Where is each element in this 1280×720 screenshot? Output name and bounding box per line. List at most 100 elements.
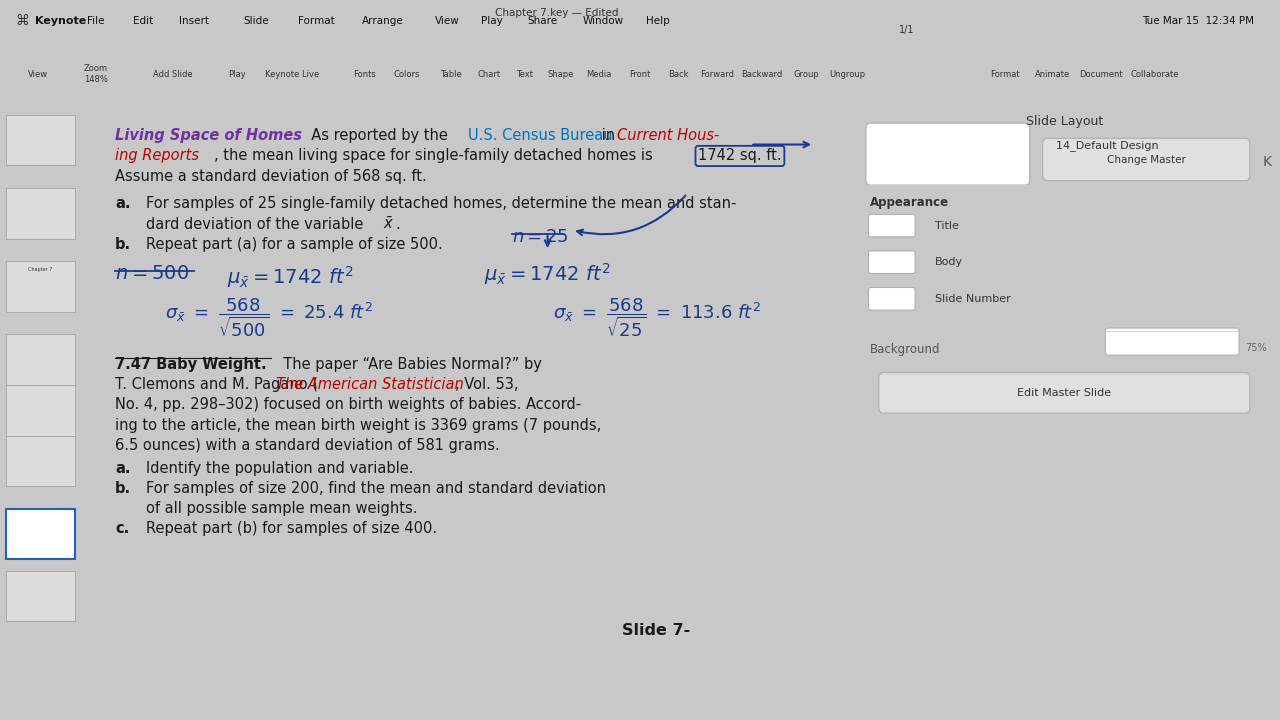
Text: , the mean living space for single-family detached homes is: , the mean living space for single-famil… bbox=[214, 148, 653, 163]
Text: T. Clemons and M. Pagano (: T. Clemons and M. Pagano ( bbox=[115, 377, 319, 392]
Text: For samples of size 200, find the mean and standard deviation: For samples of size 200, find the mean a… bbox=[146, 481, 605, 495]
Text: Play: Play bbox=[481, 16, 503, 26]
Text: Chapter 7.key — Edited: Chapter 7.key — Edited bbox=[495, 8, 618, 18]
Text: Group: Group bbox=[794, 70, 819, 78]
Text: a.: a. bbox=[115, 197, 131, 212]
Text: Colors: Colors bbox=[394, 70, 420, 78]
Text: , Vol. 53,: , Vol. 53, bbox=[456, 377, 518, 392]
Text: ing to the article, the mean birth weight is 3369 grams (7 pounds,: ing to the article, the mean birth weigh… bbox=[115, 418, 602, 433]
Text: Format: Format bbox=[989, 70, 1020, 78]
Text: Chart: Chart bbox=[477, 70, 500, 78]
Text: Add Slide: Add Slide bbox=[154, 70, 192, 78]
Text: Collaborate: Collaborate bbox=[1130, 70, 1179, 78]
Text: Living Space of Homes: Living Space of Homes bbox=[115, 127, 302, 143]
Text: $\sigma_{\bar{x}}\ =\ \dfrac{568}{\sqrt{25}}\ =\ 113.6\ ft^2$: $\sigma_{\bar{x}}\ =\ \dfrac{568}{\sqrt{… bbox=[553, 296, 760, 339]
Text: Slide 7-: Slide 7- bbox=[622, 624, 690, 639]
Text: Back: Back bbox=[668, 70, 689, 78]
Text: $n=500$: $n=500$ bbox=[115, 264, 189, 283]
FancyBboxPatch shape bbox=[1043, 138, 1249, 181]
FancyBboxPatch shape bbox=[869, 215, 915, 237]
FancyBboxPatch shape bbox=[6, 571, 74, 621]
FancyBboxPatch shape bbox=[6, 509, 74, 559]
Text: 6.5 ounces) with a standard deviation of 581 grams.: 6.5 ounces) with a standard deviation of… bbox=[115, 438, 500, 453]
Text: Tue Mar 15  12:34 PM: Tue Mar 15 12:34 PM bbox=[1143, 16, 1254, 26]
Text: Window: Window bbox=[582, 16, 623, 26]
Text: .: . bbox=[396, 217, 401, 232]
Text: 75%: 75% bbox=[1245, 343, 1267, 353]
Text: of all possible sample mean weights.: of all possible sample mean weights. bbox=[146, 501, 417, 516]
Text: $\sigma_{\bar{x}}\ =\ \dfrac{568}{\sqrt{500}}\ =\ 25.4\ ft^2$: $\sigma_{\bar{x}}\ =\ \dfrac{568}{\sqrt{… bbox=[165, 296, 372, 339]
Text: File: File bbox=[87, 16, 105, 26]
FancyBboxPatch shape bbox=[6, 385, 74, 436]
Text: Keynote Live: Keynote Live bbox=[265, 70, 319, 78]
Text: As reported by the: As reported by the bbox=[302, 127, 452, 143]
Text: Zoom
148%: Zoom 148% bbox=[84, 64, 108, 84]
Text: b.: b. bbox=[115, 481, 132, 495]
Text: 1/1: 1/1 bbox=[899, 25, 914, 35]
FancyBboxPatch shape bbox=[6, 436, 74, 486]
Text: Body: Body bbox=[934, 257, 963, 267]
Text: in: in bbox=[596, 127, 620, 143]
Text: Backward: Backward bbox=[741, 70, 782, 78]
Text: 7.47 Baby Weight.: 7.47 Baby Weight. bbox=[115, 357, 266, 372]
Text: b.: b. bbox=[115, 237, 132, 252]
FancyBboxPatch shape bbox=[1106, 328, 1239, 355]
Text: $\mu_{\bar{x}} = 1742\ ft^2$: $\mu_{\bar{x}} = 1742\ ft^2$ bbox=[227, 264, 353, 289]
Text: Keynote: Keynote bbox=[35, 16, 86, 26]
Text: $\mu_{\bar{x}} = 1742\ ft^2$: $\mu_{\bar{x}} = 1742\ ft^2$ bbox=[484, 261, 611, 287]
Text: Repeat part (b) for samples of size 400.: Repeat part (b) for samples of size 400. bbox=[146, 521, 436, 536]
Text: Appearance: Appearance bbox=[870, 197, 950, 210]
Text: $\bar{x}$: $\bar{x}$ bbox=[383, 216, 394, 232]
Text: Ungroup: Ungroup bbox=[829, 70, 865, 78]
Text: ing Reports: ing Reports bbox=[115, 148, 200, 163]
Text: Repeat part (a) for a sample of size 500.: Repeat part (a) for a sample of size 500… bbox=[146, 237, 443, 252]
FancyBboxPatch shape bbox=[6, 114, 74, 166]
Text: Slide Layout: Slide Layout bbox=[1025, 114, 1103, 127]
Text: K: K bbox=[1263, 155, 1272, 169]
Text: Animate: Animate bbox=[1034, 70, 1070, 78]
Text: Slide Number: Slide Number bbox=[934, 294, 1011, 304]
Text: View: View bbox=[28, 70, 49, 78]
Text: ⌘: ⌘ bbox=[15, 14, 29, 28]
Text: Play: Play bbox=[228, 70, 246, 78]
Text: c.: c. bbox=[115, 521, 129, 536]
Text: No. 4, pp. 298–302) focused on birth weights of babies. Accord-: No. 4, pp. 298–302) focused on birth wei… bbox=[115, 397, 581, 413]
Text: Shape: Shape bbox=[548, 70, 573, 78]
Text: a.: a. bbox=[115, 461, 131, 476]
Text: Help: Help bbox=[646, 16, 671, 26]
Text: Text: Text bbox=[516, 70, 534, 78]
Text: Current Hous-: Current Hous- bbox=[617, 127, 719, 143]
Text: View: View bbox=[435, 16, 460, 26]
Text: Media: Media bbox=[586, 70, 612, 78]
Text: Chapter 7: Chapter 7 bbox=[28, 267, 52, 272]
FancyBboxPatch shape bbox=[6, 334, 74, 385]
Text: Document: Document bbox=[1079, 70, 1123, 78]
Text: For samples of 25 single-family detached homes, determine the mean and stan-: For samples of 25 single-family detached… bbox=[146, 197, 736, 212]
Text: Insert: Insert bbox=[179, 16, 209, 26]
FancyBboxPatch shape bbox=[6, 188, 74, 238]
Text: Edit Master Slide: Edit Master Slide bbox=[1018, 388, 1111, 398]
FancyBboxPatch shape bbox=[865, 123, 1030, 185]
Text: The paper “Are Babies Normal?” by: The paper “Are Babies Normal?” by bbox=[274, 357, 541, 372]
Text: Forward: Forward bbox=[700, 70, 733, 78]
Text: 14_Default Design: 14_Default Design bbox=[1056, 140, 1158, 151]
Text: Format: Format bbox=[298, 16, 335, 26]
Text: Change Master: Change Master bbox=[1107, 155, 1185, 165]
Text: Identify the population and variable.: Identify the population and variable. bbox=[146, 461, 413, 476]
Text: dard deviation of the variable: dard deviation of the variable bbox=[146, 217, 367, 232]
Text: Slide: Slide bbox=[243, 16, 269, 26]
Text: Fonts: Fonts bbox=[353, 70, 376, 78]
Text: U.S. Census Bureau: U.S. Census Bureau bbox=[467, 127, 612, 143]
Text: Assume a standard deviation of 568 sq. ft.: Assume a standard deviation of 568 sq. f… bbox=[115, 169, 428, 184]
FancyBboxPatch shape bbox=[6, 261, 74, 312]
FancyBboxPatch shape bbox=[869, 287, 915, 310]
FancyBboxPatch shape bbox=[879, 372, 1249, 413]
Text: Edit: Edit bbox=[133, 16, 154, 26]
Text: Title: Title bbox=[934, 220, 959, 230]
Text: Background: Background bbox=[870, 343, 941, 356]
Text: Table: Table bbox=[440, 70, 461, 78]
Text: $n=25$: $n=25$ bbox=[512, 228, 570, 246]
Text: Front: Front bbox=[630, 70, 650, 78]
Text: Arrange: Arrange bbox=[362, 16, 404, 26]
Text: 1742 sq. ft.: 1742 sq. ft. bbox=[698, 148, 782, 163]
